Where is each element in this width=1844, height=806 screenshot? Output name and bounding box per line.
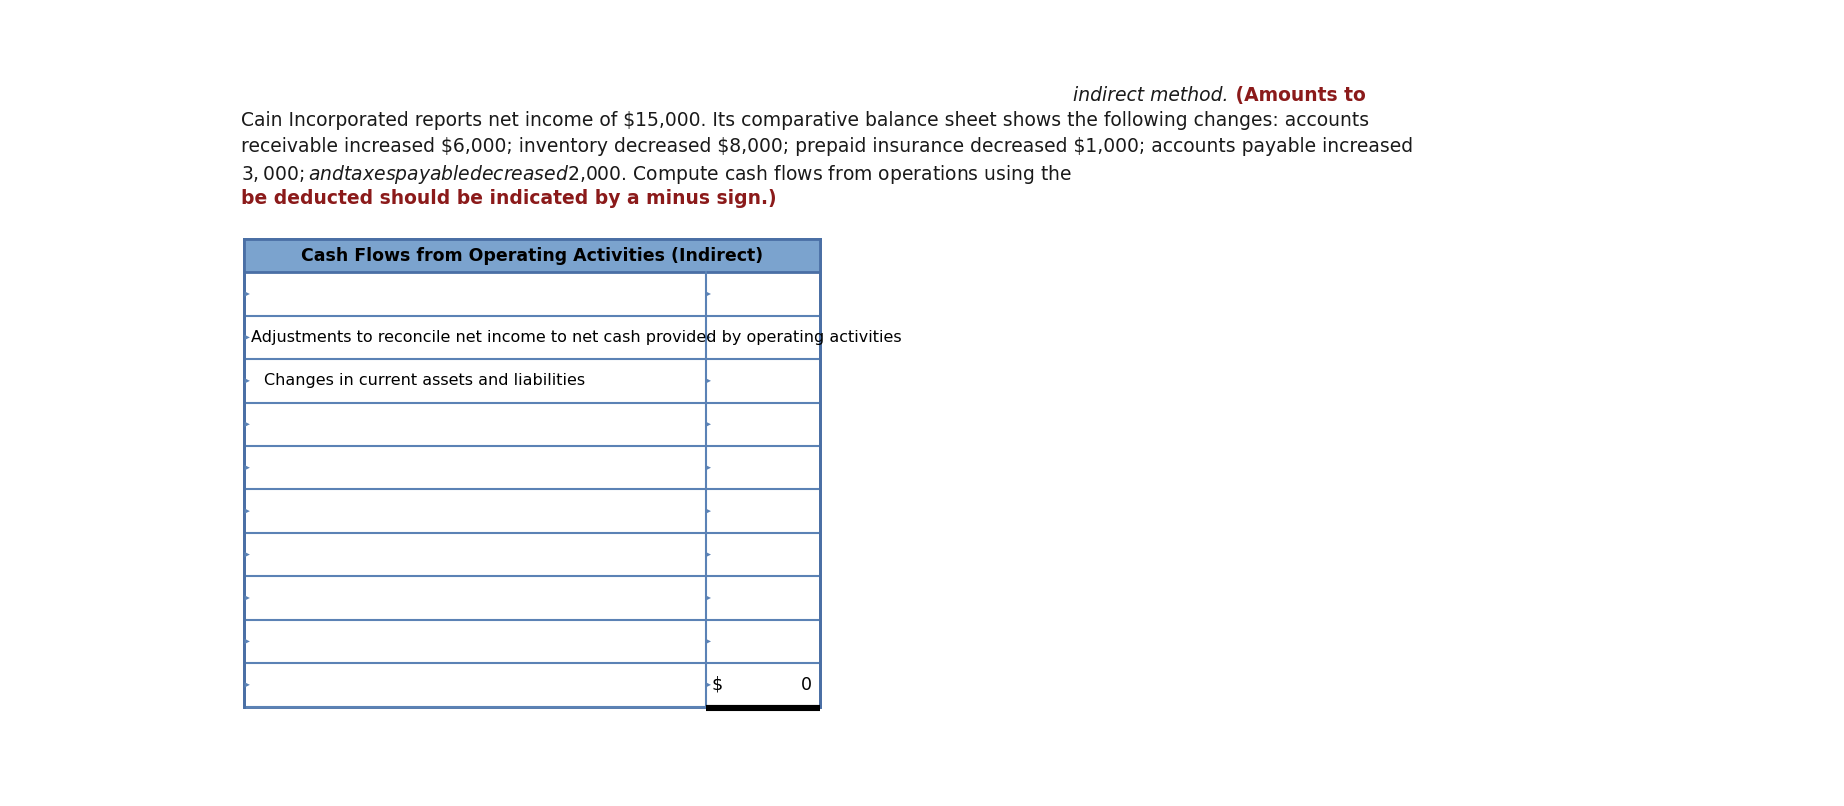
Text: receivable increased $6,000; inventory decreased $8,000; prepaid insurance decre: receivable increased $6,000; inventory d… [242,137,1414,156]
Text: indirect method.: indirect method. [1073,86,1228,105]
Polygon shape [706,596,712,600]
Polygon shape [706,334,712,340]
Bar [245,239,819,272]
FancyBboxPatch shape [245,239,819,707]
Text: be deducted should be indicated by a minus sign.): be deducted should be indicated by a min… [242,189,776,208]
Text: 0: 0 [800,676,811,694]
Polygon shape [245,291,251,297]
Polygon shape [245,465,251,471]
Polygon shape [245,509,251,514]
Polygon shape [245,596,251,600]
Polygon shape [706,682,712,688]
Polygon shape [245,682,251,688]
Polygon shape [706,552,712,557]
Polygon shape [706,422,712,427]
Polygon shape [245,422,251,427]
Text: Cash Flows from Operating Activities (Indirect): Cash Flows from Operating Activities (In… [301,247,763,264]
Polygon shape [245,552,251,557]
Text: $3,000; and taxes payable decreased $2,000. Compute cash flows from operations u: $3,000; and taxes payable decreased $2,0… [242,163,1073,186]
Polygon shape [706,638,712,644]
Text: $: $ [712,676,723,694]
Polygon shape [245,334,251,340]
Text: (Amounts to: (Amounts to [1228,86,1366,105]
Polygon shape [706,378,712,384]
Polygon shape [706,291,712,297]
Text: Adjustments to reconcile net income to net cash provided by operating activities: Adjustments to reconcile net income to n… [251,330,902,345]
Polygon shape [245,378,251,384]
Text: Changes in current assets and liabilities: Changes in current assets and liabilitie… [264,373,585,388]
Polygon shape [706,509,712,514]
Polygon shape [706,465,712,471]
Polygon shape [245,638,251,644]
Text: Cain Incorporated reports net income of $15,000. Its comparative balance sheet s: Cain Incorporated reports net income of … [242,110,1370,130]
